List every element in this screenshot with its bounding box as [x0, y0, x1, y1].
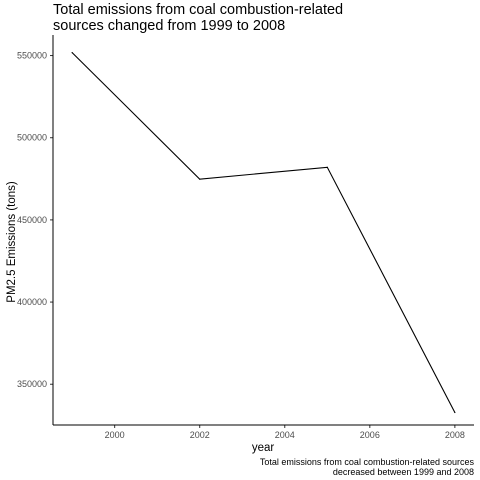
- chart-title-line-1: Total emissions from coal combustion-rel…: [53, 2, 344, 18]
- data-point: [454, 411, 456, 414]
- chart-title-line-2: sources changed from 1999 to 2008: [53, 18, 286, 34]
- y-tick-label: 400000: [17, 297, 47, 307]
- x-tick-label: 2008: [445, 430, 465, 440]
- x-tick-label: 2002: [190, 430, 210, 440]
- x-axis-title: year: [252, 442, 275, 454]
- y-tick-label: 500000: [17, 133, 47, 143]
- chart-caption-line-1: Total emissions from coal combustion-rel…: [259, 457, 474, 467]
- data-point: [71, 51, 73, 54]
- data-point: [326, 166, 328, 168]
- data-points: [71, 51, 456, 414]
- y-axis-ticks: 350000 400000 450000 500000 550000: [17, 51, 53, 389]
- x-tick-label: 2006: [360, 430, 380, 440]
- x-tick-label: 2000: [105, 430, 125, 440]
- x-tick-label: 2004: [275, 430, 295, 440]
- y-axis-title: PM2.5 Emissions (tons): [6, 181, 18, 303]
- chart-caption-line-2: decreased between 1999 and 2008: [332, 467, 474, 477]
- data-point: [199, 178, 201, 180]
- y-tick-label: 550000: [17, 51, 47, 61]
- x-axis-ticks: 2000 2002 2004 2006 2008: [105, 425, 465, 440]
- chart-caption: Total emissions from coal combustion-rel…: [260, 457, 474, 477]
- y-tick-label: 350000: [17, 379, 47, 389]
- chart-title: Total emissions from coal combustion-rel…: [53, 2, 473, 34]
- emissions-series-line: [71, 52, 456, 413]
- y-tick-label: 450000: [17, 215, 47, 225]
